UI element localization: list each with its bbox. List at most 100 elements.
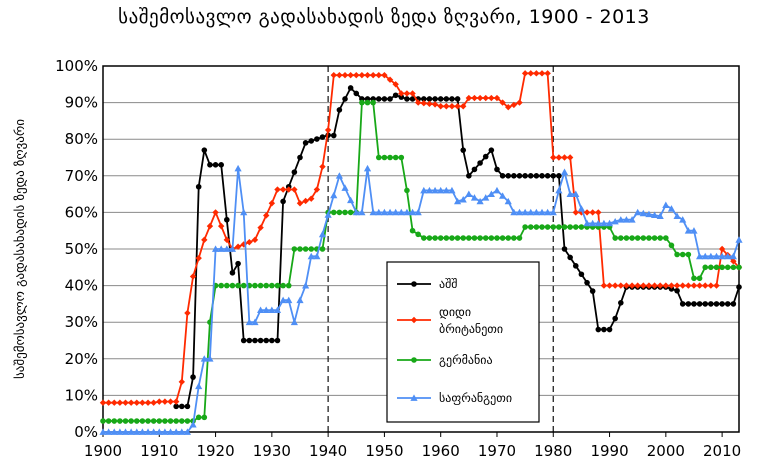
data-point xyxy=(712,252,721,260)
data-point xyxy=(263,212,270,219)
data-point xyxy=(443,103,450,110)
data-point xyxy=(651,235,658,241)
data-point xyxy=(105,399,112,406)
data-point xyxy=(161,428,169,435)
data-point xyxy=(690,227,698,234)
data-point xyxy=(527,70,534,77)
data-point xyxy=(138,428,146,435)
data-point xyxy=(290,318,298,326)
data-point xyxy=(701,252,709,260)
data-point xyxy=(611,217,619,225)
data-point xyxy=(150,428,158,435)
data-point xyxy=(308,195,315,202)
data-point xyxy=(539,224,545,230)
data-point xyxy=(499,235,506,241)
data-point xyxy=(398,94,405,100)
data-point xyxy=(639,209,647,217)
data-point xyxy=(730,258,737,265)
data-point xyxy=(381,96,388,102)
data-point xyxy=(437,186,445,194)
data-point xyxy=(595,209,602,216)
data-point xyxy=(111,418,118,424)
data-point xyxy=(561,224,568,230)
data-point xyxy=(307,252,315,260)
data-point xyxy=(414,208,422,216)
data-point xyxy=(702,264,709,271)
data-point xyxy=(172,398,180,405)
data-point xyxy=(285,296,293,304)
data-point xyxy=(532,208,540,216)
data-point xyxy=(392,208,400,216)
data-point xyxy=(488,94,495,102)
data-point xyxy=(313,186,321,193)
data-point xyxy=(578,224,585,230)
data-point xyxy=(172,428,180,435)
data-point xyxy=(127,399,135,406)
data-point xyxy=(510,208,518,216)
data-point xyxy=(605,219,614,227)
data-point xyxy=(184,403,191,410)
y-tick-label: 0% xyxy=(74,423,98,441)
data-point xyxy=(673,282,681,289)
data-point xyxy=(667,205,676,212)
data-point xyxy=(403,208,411,216)
data-point xyxy=(471,94,478,102)
data-point xyxy=(201,147,208,153)
data-point xyxy=(685,282,692,289)
data-point xyxy=(415,231,421,238)
data-point xyxy=(256,306,265,314)
data-point xyxy=(133,399,140,406)
data-point xyxy=(708,264,714,271)
data-point xyxy=(674,251,680,258)
data-point xyxy=(718,245,726,253)
data-point xyxy=(370,99,376,106)
chart-title: საშემოსავლო გადასახადის ზედა ზღვარი, 190… xyxy=(118,6,650,28)
data-point xyxy=(403,90,411,97)
data-point xyxy=(251,236,259,244)
data-point xyxy=(634,208,642,216)
data-point xyxy=(685,301,692,307)
data-point xyxy=(369,208,377,216)
data-point xyxy=(471,166,478,173)
data-point xyxy=(308,138,315,144)
data-point xyxy=(409,90,416,97)
data-point xyxy=(347,71,354,79)
data-point xyxy=(499,192,507,199)
data-point xyxy=(516,235,523,241)
data-point xyxy=(212,209,219,216)
data-point xyxy=(634,282,641,289)
data-point xyxy=(465,190,473,197)
data-point xyxy=(437,96,444,102)
data-point xyxy=(144,428,152,435)
legend-box xyxy=(386,261,540,423)
data-point xyxy=(386,208,394,216)
y-tick-label: 30% xyxy=(65,313,98,331)
data-point xyxy=(663,235,669,241)
data-point xyxy=(584,279,590,286)
data-point xyxy=(319,246,326,252)
x-tick-label: 1940 xyxy=(309,442,347,460)
x-tick-label: 1900 xyxy=(84,442,122,460)
data-point xyxy=(156,398,163,405)
x-tick-label: 1950 xyxy=(365,442,403,460)
data-point xyxy=(363,164,372,172)
data-point xyxy=(252,282,258,289)
legend-item: დიდი ბრიტანეთი xyxy=(397,305,503,336)
x-tick-label: 1920 xyxy=(196,442,234,460)
data-point xyxy=(359,99,365,106)
data-point xyxy=(578,271,585,278)
data-point xyxy=(612,315,618,322)
legend-marker xyxy=(410,394,418,401)
data-point xyxy=(505,103,512,111)
data-point xyxy=(211,245,220,252)
data-point xyxy=(150,399,157,406)
data-point xyxy=(674,287,680,294)
data-point xyxy=(556,224,562,230)
y-tick-label: 20% xyxy=(65,350,98,368)
data-point xyxy=(589,209,596,216)
data-point xyxy=(719,301,725,307)
x-axis: 1900 1910 1920 1930 1940 1950 1960 1970 1980 1990… xyxy=(84,432,741,460)
data-point xyxy=(263,337,270,344)
data-point xyxy=(724,252,732,260)
data-point xyxy=(99,428,107,435)
